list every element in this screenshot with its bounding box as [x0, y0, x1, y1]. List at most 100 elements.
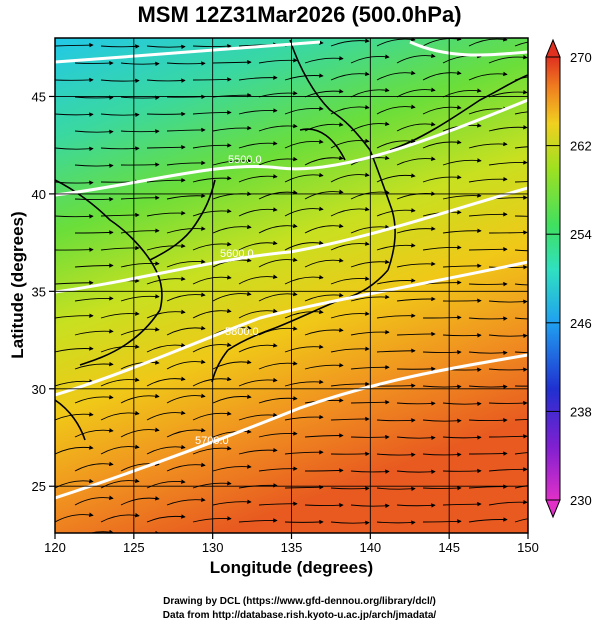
streamline	[376, 173, 416, 183]
streamline	[120, 261, 160, 268]
streamline	[100, 212, 140, 218]
streamline	[74, 428, 114, 438]
streamline	[212, 59, 252, 65]
streamline	[422, 519, 462, 524]
streamline	[442, 193, 482, 200]
streamline	[166, 127, 206, 133]
map-title: MSM 12Z31Mar2026 (500.0hPa)	[137, 2, 462, 27]
streamline	[422, 418, 462, 424]
streamline	[100, 146, 140, 151]
streamline	[55, 146, 94, 152]
streamline	[488, 434, 528, 439]
streamline	[523, 532, 528, 533]
streamline	[74, 495, 114, 506]
streamline	[330, 486, 370, 491]
streamline	[284, 106, 324, 115]
streamline	[166, 427, 206, 438]
streamline	[74, 163, 114, 168]
streamline	[514, 181, 528, 183]
streamline	[212, 359, 252, 370]
streamline	[100, 44, 140, 49]
x-tick-label: 150	[517, 540, 539, 555]
streamline	[55, 445, 94, 455]
streamline	[488, 333, 528, 339]
streamline	[396, 435, 436, 441]
x-axis-label: Longitude (degrees)	[209, 558, 374, 577]
y-tick-label: 25	[32, 479, 46, 494]
streamline	[514, 283, 528, 286]
streamline	[422, 174, 462, 183]
streamline	[258, 291, 298, 302]
streamline	[304, 258, 344, 268]
streamline	[238, 207, 278, 217]
streamline	[514, 146, 528, 149]
streamline	[212, 291, 252, 302]
streamline	[192, 175, 232, 183]
streamline	[468, 350, 508, 356]
streamline	[376, 313, 416, 319]
streamline	[192, 275, 232, 285]
streamline	[468, 212, 508, 217]
streamline	[100, 512, 140, 523]
streamline	[55, 346, 94, 353]
y-axis-label: Latitude (degrees)	[8, 211, 27, 359]
streamline	[284, 414, 324, 421]
streamline	[146, 343, 186, 353]
streamline	[120, 61, 160, 67]
streamline	[376, 452, 416, 458]
streamline	[166, 393, 206, 404]
streamline	[442, 333, 482, 338]
streamline	[212, 429, 252, 438]
streamline	[304, 327, 344, 336]
streamline	[166, 462, 206, 472]
streamline	[166, 160, 206, 166]
streamline	[74, 461, 114, 472]
streamline	[422, 245, 462, 251]
streamline	[422, 315, 462, 320]
streamline	[120, 129, 160, 134]
streamline	[258, 431, 298, 438]
streamline	[468, 451, 508, 456]
streamline	[304, 189, 344, 200]
streamline	[396, 503, 436, 508]
streamline	[166, 226, 206, 234]
y-axis-ticks: 25 30 35 40 45	[32, 89, 55, 494]
streamline	[330, 172, 370, 183]
streamline	[55, 512, 94, 523]
streamline	[238, 141, 278, 149]
streamline	[350, 364, 390, 370]
streamline	[74, 129, 114, 135]
y-tick-label: 30	[32, 382, 46, 397]
streamline	[304, 468, 344, 473]
streamline	[120, 294, 160, 302]
streamline	[74, 196, 114, 202]
streamline	[350, 503, 390, 509]
streamline	[396, 156, 436, 166]
streamline	[376, 383, 416, 388]
lat-lon-grid	[55, 38, 528, 533]
streamline	[422, 452, 462, 457]
streamline	[120, 360, 160, 370]
streamline	[488, 160, 528, 166]
streamline	[55, 313, 94, 319]
streamline	[74, 263, 114, 268]
streamline	[192, 376, 232, 387]
streamline	[422, 105, 462, 115]
streamline	[468, 384, 508, 389]
streamline	[74, 361, 114, 370]
streamline	[396, 53, 436, 64]
streamline	[468, 176, 508, 183]
streamline	[100, 245, 140, 251]
streamline	[258, 58, 298, 64]
streamline	[350, 259, 390, 268]
streamline	[238, 75, 278, 81]
streamline	[212, 224, 252, 234]
x-axis-ticks: 120 125 130 135 140 145 150	[44, 533, 539, 555]
streamline	[350, 329, 390, 336]
streamline	[192, 143, 232, 149]
streamline	[146, 410, 186, 421]
streamline	[258, 257, 298, 268]
streamline	[422, 384, 462, 389]
streamline	[166, 61, 206, 66]
streamline	[304, 223, 344, 234]
